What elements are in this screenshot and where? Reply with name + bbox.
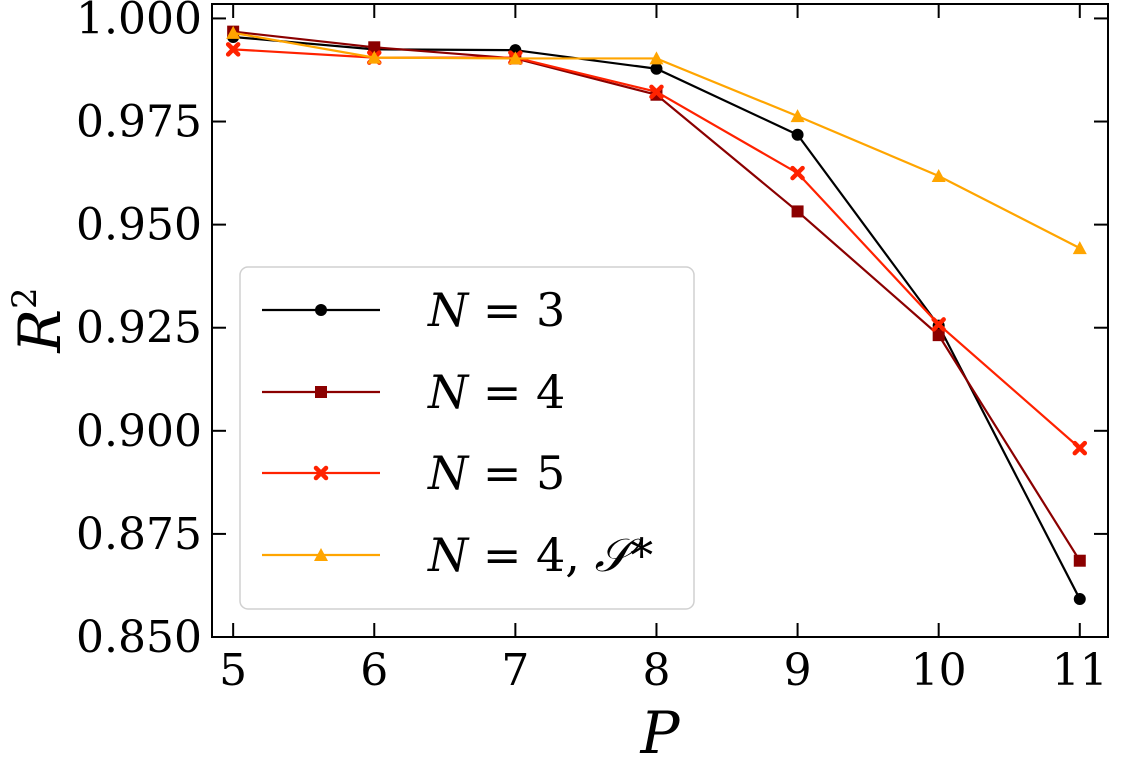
data-point	[649, 84, 664, 100]
data-point	[791, 128, 804, 141]
legend-marker	[315, 386, 327, 398]
series-layer	[225, 25, 1088, 606]
y-axis-title: R	[6, 309, 74, 354]
legend-marker	[313, 465, 329, 481]
data-point	[368, 41, 381, 54]
legend-entry-1: N = 3	[262, 283, 565, 337]
y-tick-label: 0.875	[76, 509, 202, 560]
y-tick-label: 0.850	[76, 612, 202, 663]
data-point	[790, 165, 805, 181]
x-axis-title: P	[639, 699, 680, 758]
data-point	[226, 25, 241, 39]
x-tick-label: 10	[911, 645, 967, 696]
data-point	[508, 51, 523, 65]
x-tick-label: 11	[1052, 645, 1108, 696]
data-point	[1072, 440, 1088, 456]
legend-box	[239, 266, 695, 610]
y-axis-title-group: R2	[5, 287, 74, 353]
data-point	[649, 51, 664, 65]
legend-label: N = 4	[427, 365, 565, 419]
legend-entry-2: N = 4	[262, 365, 565, 419]
data-point	[1073, 554, 1086, 567]
plot-frame	[211, 3, 1109, 638]
legend-marker	[314, 548, 328, 561]
data-point	[225, 42, 241, 57]
x-tick-label: 7	[501, 645, 529, 696]
data-point	[791, 205, 804, 218]
y-axis-title-superscript: 2	[5, 287, 45, 309]
legend: N = 3 N = 4 N = 5 N = 4, 𝒮*	[239, 266, 695, 610]
legend-entry-4: N = 4, 𝒮*	[262, 528, 653, 582]
data-point	[931, 317, 946, 332]
data-point	[932, 329, 945, 342]
data-point	[931, 168, 946, 182]
y-tick-label: 0.900	[76, 406, 202, 457]
y-tick-label: 1.000	[76, 0, 202, 44]
data-point	[790, 109, 805, 123]
data-point	[1073, 593, 1086, 606]
svg-text:R2: R2	[5, 287, 74, 353]
x-tick-label: 6	[360, 645, 388, 696]
x-tick-label: 9	[784, 645, 812, 696]
legend-entry-3: N = 5	[262, 446, 565, 500]
data-point	[1072, 241, 1087, 255]
legend-label: N = 4, 𝒮*	[427, 528, 653, 582]
legend-marker	[315, 304, 327, 316]
series-4	[226, 25, 1087, 255]
legend-label: N = 3	[427, 283, 565, 337]
axis-ticks: 5 6 7 8 9 10 11 0.850 0.875 0.900 0.925 0.950 0.975 1…	[76, 0, 1108, 696]
y-tick-label: 0.925	[76, 303, 202, 354]
x-tick-label: 8	[642, 645, 670, 696]
y-tick-label: 0.950	[76, 200, 202, 251]
legend-label: N = 5	[427, 446, 565, 500]
x-tick-label: 5	[219, 645, 247, 696]
y-tick-label: 0.975	[76, 97, 202, 148]
data-point	[650, 62, 663, 75]
data-point	[367, 50, 382, 64]
